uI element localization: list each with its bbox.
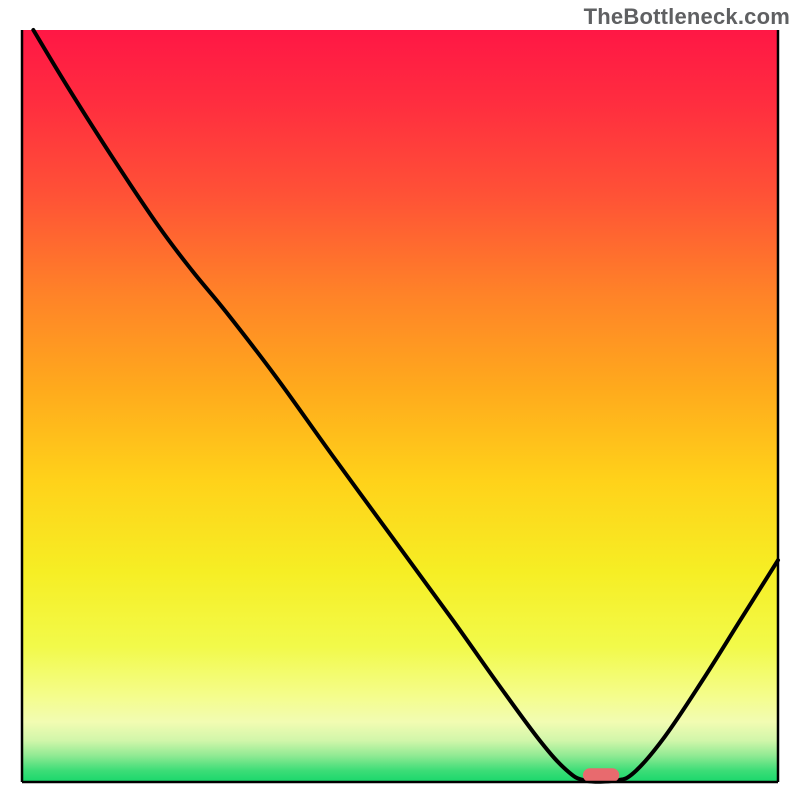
plot-area bbox=[22, 30, 778, 782]
optimal-marker bbox=[583, 768, 619, 782]
bottleneck-chart bbox=[0, 0, 800, 800]
chart-container: TheBottleneck.com bbox=[0, 0, 800, 800]
